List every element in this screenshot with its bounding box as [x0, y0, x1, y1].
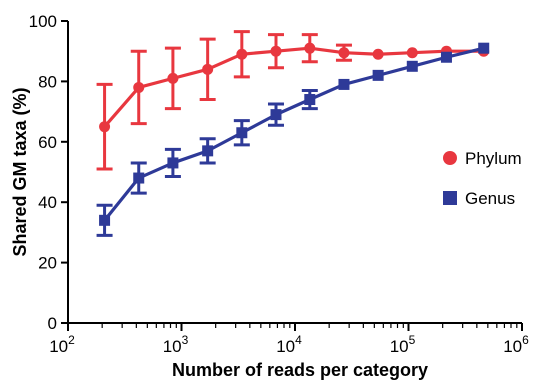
data-point — [133, 81, 145, 93]
data-point — [167, 157, 179, 169]
data-point — [304, 42, 316, 54]
data-point — [99, 214, 111, 226]
x-tick-label: 105 — [390, 333, 416, 356]
legend-label: Genus — [465, 189, 515, 208]
x-tick-label: 104 — [276, 333, 302, 356]
data-point — [270, 45, 282, 57]
data-point — [202, 63, 214, 75]
data-point — [304, 94, 316, 106]
legend-marker — [443, 151, 457, 165]
data-point — [133, 172, 145, 184]
data-point — [202, 145, 214, 157]
y-tick-label: 0 — [48, 314, 57, 333]
data-point — [406, 60, 418, 72]
data-point — [338, 47, 350, 59]
y-tick-label: 60 — [38, 133, 57, 152]
data-point — [372, 48, 384, 60]
y-axis-title: Shared GM taxa (%) — [10, 87, 30, 256]
data-point — [167, 72, 179, 84]
data-point — [270, 109, 282, 121]
data-point — [338, 78, 350, 90]
x-axis-title: Number of reads per category — [172, 360, 428, 380]
data-point — [236, 127, 248, 139]
x-tick-label: 103 — [163, 333, 189, 356]
legend-marker — [443, 191, 457, 205]
data-point — [99, 121, 111, 133]
series-line — [103, 46, 485, 222]
y-tick-label: 100 — [29, 12, 57, 31]
data-point — [440, 51, 452, 63]
axes: 0 20 40 60 80 100 102 103 104 105 106 — [29, 12, 529, 356]
x-tick-label: 106 — [503, 333, 529, 356]
legend: Phylum Genus — [443, 149, 522, 208]
series-line — [103, 46, 484, 128]
data-point — [478, 42, 490, 54]
y-tick-label: 80 — [38, 72, 57, 91]
x-tick-label: 102 — [49, 333, 75, 356]
data-point — [236, 48, 248, 60]
y-tick-label: 40 — [38, 193, 57, 212]
series-genus — [96, 42, 490, 237]
series-phylum — [96, 30, 490, 171]
y-tick-label: 20 — [38, 254, 57, 273]
data-point — [372, 69, 384, 81]
legend-label: Phylum — [465, 149, 522, 168]
plot-area — [96, 30, 490, 237]
data-point — [406, 47, 418, 59]
